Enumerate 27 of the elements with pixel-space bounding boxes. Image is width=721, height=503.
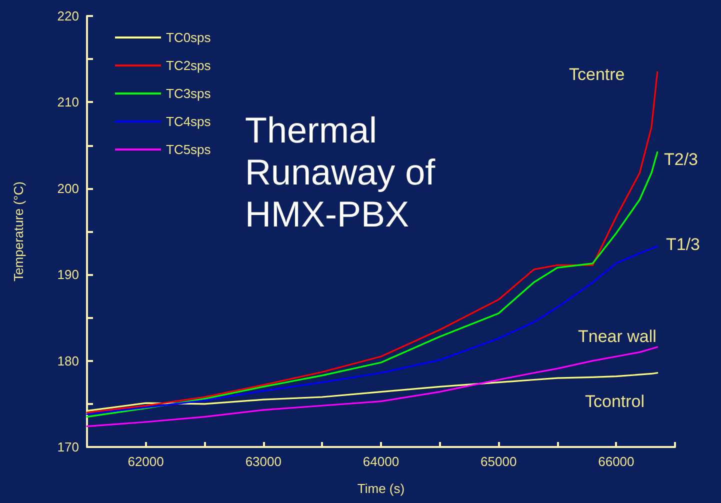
line-series xyxy=(86,245,658,416)
y-tick-label: 180 xyxy=(57,353,79,368)
x-tick-label: 63000 xyxy=(245,454,282,469)
x-tick-label: 62000 xyxy=(128,454,164,469)
y-tick-label: 190 xyxy=(57,267,79,282)
x-axis-title: Time (s) xyxy=(357,481,405,496)
annotation: T2/3 xyxy=(664,150,698,169)
annotation: T1/3 xyxy=(666,235,700,254)
text: Thermal Runaway of HMX-PBX xyxy=(245,110,436,234)
annotation: Tcentre xyxy=(569,65,625,84)
y-axis-title: Temperature (°C) xyxy=(11,182,26,282)
legend-label: TC3sps xyxy=(166,86,212,101)
annotation: Tnear wall xyxy=(578,327,656,346)
legend-label: TC5sps xyxy=(166,142,212,157)
x-tick-label: 66000 xyxy=(598,454,634,469)
legend-label: TC0sps xyxy=(166,30,212,45)
line-series xyxy=(86,346,658,428)
legend-label: TC4sps xyxy=(166,114,212,129)
x-tick-label: 65000 xyxy=(480,454,517,469)
line-series xyxy=(86,372,658,412)
y-tick-label: 200 xyxy=(57,180,79,196)
legend-label: TC2sps xyxy=(166,58,212,73)
annotation: Tcontrol xyxy=(585,392,645,411)
y-tick-label: 210 xyxy=(57,94,79,110)
y-tick-label: 170 xyxy=(57,440,79,454)
x-tick-label: 64000 xyxy=(362,454,400,469)
y-tick-label: 220 xyxy=(57,8,79,24)
